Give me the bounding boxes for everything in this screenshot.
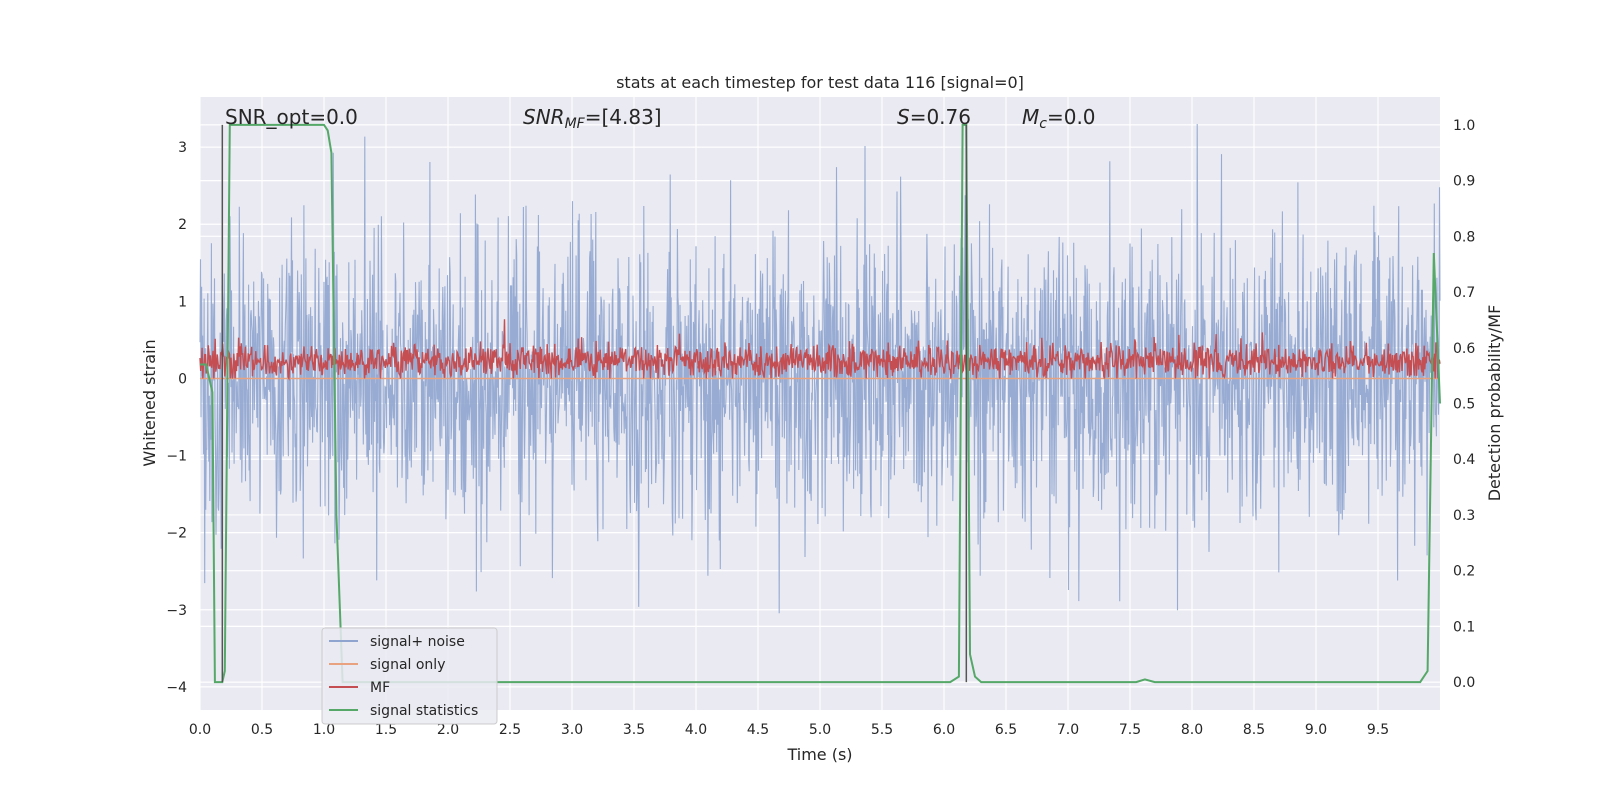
- y-tick-label: 1: [178, 294, 187, 310]
- y-axis-label: Whitened strain: [140, 339, 159, 466]
- y-axis-right-label: Detection probability/MF: [1485, 305, 1504, 502]
- legend-label-stats: signal statistics: [370, 703, 478, 719]
- x-axis-label: Time (s): [786, 745, 852, 764]
- y-tick-label: 3: [178, 140, 187, 156]
- chart-title: stats at each timestep for test data 116…: [616, 73, 1024, 92]
- annotation-snr-mf: SNRMF=[4.83]: [523, 105, 662, 132]
- legend-label-noise: signal+ noise: [370, 634, 465, 650]
- mc-value: =0.0: [1047, 105, 1096, 129]
- x-tick-label: 6.0: [933, 722, 955, 738]
- legend-label-signal-only: signal only: [370, 657, 445, 673]
- y-right-tick-label: 0.0: [1453, 675, 1475, 691]
- x-tick-label: 2.5: [499, 722, 521, 738]
- x-tick-label: 2.0: [437, 722, 459, 738]
- mf-line: [199, 319, 1441, 381]
- stats-line: [200, 123, 1441, 684]
- annotation-snr-opt: SNR_opt=0.0: [225, 105, 358, 129]
- y-right-tick-label: 0.2: [1453, 564, 1475, 580]
- x-tick-label: 0.5: [251, 722, 273, 738]
- s-value: =0.76: [910, 105, 971, 129]
- y-tick-label: −2: [166, 526, 187, 542]
- x-tick-label: 9.0: [1305, 722, 1327, 738]
- legend-label-mf: MF: [370, 680, 390, 696]
- snr-mf-value: =[4.83]: [585, 105, 662, 129]
- y-tick-label: −1: [166, 449, 187, 465]
- y-right-tick-label: 0.1: [1453, 619, 1475, 635]
- y-right-tick-label: 0.4: [1453, 452, 1475, 468]
- x-tick-label: 1.0: [313, 722, 335, 738]
- snr-mf-symbol: SNR: [523, 105, 565, 129]
- y-right-tick-label: 0.5: [1453, 397, 1475, 413]
- x-tick-label: 7.0: [1057, 722, 1079, 738]
- annotation-s: S=0.76: [897, 105, 971, 129]
- legend-box: [321, 627, 498, 725]
- x-tick-label: 3.5: [623, 722, 645, 738]
- x-tick-label: 9.5: [1367, 722, 1389, 738]
- y-right-tick-label: 0.9: [1453, 174, 1475, 190]
- x-tick-label: 5.0: [809, 722, 831, 738]
- x-tick-label: 0.0: [189, 722, 211, 738]
- marker-lines: [221, 124, 968, 683]
- y-right-tick-label: 0.6: [1453, 341, 1475, 357]
- y-tick-label: 0: [178, 371, 187, 387]
- y-right-tick-label: 0.3: [1453, 508, 1475, 524]
- series-mf: [199, 319, 1441, 381]
- x-tick-label: 3.0: [561, 722, 583, 738]
- y-tick-label: −4: [166, 680, 187, 696]
- snr-mf-subscript: MF: [565, 116, 586, 132]
- x-tick-label: 7.5: [1119, 722, 1141, 738]
- mc-subscript: c: [1039, 116, 1047, 132]
- y-right-tick-label: 0.7: [1453, 285, 1475, 301]
- x-tick-label: 5.5: [871, 722, 893, 738]
- x-tick-label: 8.5: [1243, 722, 1265, 738]
- s-symbol: S: [897, 105, 910, 129]
- x-tick-label: 1.5: [375, 722, 397, 738]
- series-signal-statistics: [200, 123, 1441, 684]
- y-right-tick-label: 1.0: [1453, 118, 1475, 134]
- mc-symbol: M: [1022, 105, 1039, 129]
- x-tick-label: 4.5: [747, 722, 769, 738]
- x-tick-label: 4.0: [685, 722, 707, 738]
- x-tick-label: 8.0: [1181, 722, 1203, 738]
- series-signal-noise: [199, 123, 1441, 614]
- legend: signal+ noise signal only MF signal stat…: [321, 627, 498, 725]
- y-right-tick-label: 0.8: [1453, 229, 1475, 245]
- y-tick-label: 2: [178, 217, 187, 233]
- x-tick-label: 6.5: [995, 722, 1017, 738]
- annotation-mc: Mc=0.0: [1022, 105, 1096, 132]
- axes: 0.0 0.5 1.0 1.5 2.0 2.5 3.0 3.5 4.0 4.5 5.0 5.5 6.0 6…: [166, 118, 1475, 738]
- y-tick-label: −3: [166, 603, 187, 619]
- noise-line: [199, 123, 1441, 614]
